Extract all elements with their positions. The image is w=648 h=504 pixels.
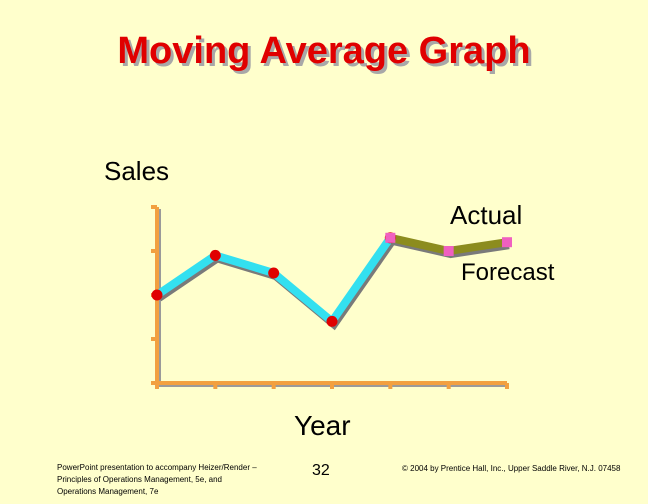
data-point-forecast [385, 232, 396, 243]
footer-credit: PowerPoint presentation to accompany Hei… [57, 463, 257, 496]
axis-shadow [157, 209, 509, 387]
y-axis-label: Sales [104, 156, 170, 186]
footer-copyright: © 2004 by Prentice Hall, Inc., Upper Sad… [402, 464, 621, 473]
data-point-forecast [502, 237, 512, 248]
axes [155, 207, 507, 385]
series-label-forecast: Forecast [461, 259, 555, 286]
x-axis-label: Year [294, 410, 351, 441]
series-label-actual: Actual [450, 200, 523, 230]
data-point-forecast [443, 246, 454, 256]
data-point-actual [151, 289, 163, 301]
data-point-actual [209, 249, 221, 261]
data-point-actual [326, 315, 338, 327]
slide-title: Moving Average Graph [117, 30, 531, 72]
data-point-actual [268, 267, 280, 279]
page-number: 32 [312, 462, 330, 479]
